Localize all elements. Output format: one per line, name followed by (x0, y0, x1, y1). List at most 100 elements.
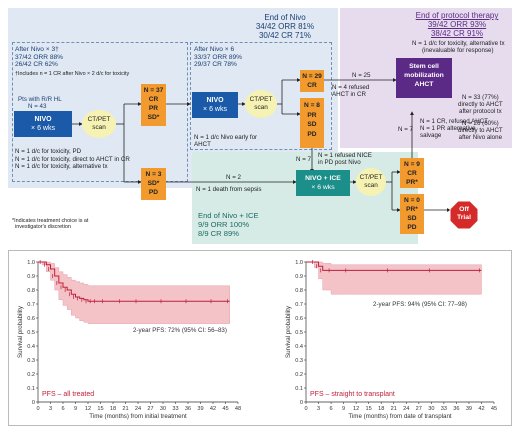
x-tick-label: 45 (222, 406, 228, 412)
n7-label-2: N = 7 (398, 126, 413, 133)
y-tick-label: 0.5 (27, 330, 35, 336)
ahct-note-1: N = 33 (77%) (462, 94, 499, 101)
end-of-nivo-title: End of Nivo (264, 13, 306, 22)
resp0-sd: SD (407, 215, 417, 222)
ctpet1-line1: CT/PET (87, 116, 111, 123)
end-of-nivo-header: End of Nivo 34/42 ORR 81% 30/42 CR 71% (230, 13, 340, 40)
pfs-annotation: 2-year PFS: 94% (95% CI: 77–98) (373, 301, 467, 308)
x-tick-label: 21 (391, 406, 397, 412)
y-tick-label: 0.8 (27, 288, 35, 294)
y-tick-label: 0.1 (27, 386, 35, 392)
resp8-pd: PD (307, 130, 317, 138)
resp37-n: N = 37 (143, 87, 164, 94)
end-nivo-ice-cr: 8/9 CR 89% (198, 228, 239, 238)
y-tick-label: 0.2 (295, 372, 303, 378)
x-tick-label: 3 (49, 406, 52, 412)
asterisk-line1: *Indicates treatment choice is at (12, 218, 89, 224)
charts-panel (8, 250, 512, 426)
ctpet-scan-1: CT/PET scan (82, 110, 116, 138)
nivo1-line2: × 6 wks (31, 125, 55, 132)
response-box-37: N = 37 CR PR SD* (141, 84, 166, 126)
patients-line1: Pts with R/R HL (18, 96, 62, 103)
stem-line2: mobilization (404, 71, 444, 79)
asterisk-line2: investigator's discretion (15, 224, 71, 231)
stem-line1: Stem cell (409, 63, 439, 70)
stem-cell-ahct-box: Stem cell mobilization AHCT (396, 58, 452, 98)
x-tick-label: 42 (210, 406, 216, 412)
after-nivo6-cr: 29/37 CR 78% (194, 61, 237, 69)
resp37-sd: SD* (147, 114, 160, 121)
x-tick-label: 33 (172, 406, 178, 412)
x-tick-label: 6 (61, 406, 64, 412)
response-box-9: N = 9 CR PR* (400, 158, 424, 188)
y-tick-label: 0.2 (27, 372, 35, 378)
x-tick-label: 30 (428, 406, 434, 412)
after-nivo3-cr: 26/42 CR 62% (15, 61, 58, 69)
x-tick-label: 24 (135, 406, 141, 412)
x-tick-label: 30 (160, 406, 166, 412)
end-nivo-ice-title: End of Nivo + ICE (198, 211, 259, 220)
y-axis-label: Survival probability (17, 305, 24, 358)
ctpet-scan-3: CT/PET scan (356, 168, 386, 196)
end-of-nivo-cr: 30/42 CR 71% (258, 31, 312, 40)
x-tick-label: 18 (110, 406, 116, 412)
end-of-protocol-orr: 39/42 ORR 93% (427, 20, 487, 29)
resp8-pr: PR (307, 111, 317, 119)
resp9-n: N = 9 (404, 161, 420, 168)
off-trial-label: Off Trial (450, 206, 478, 222)
y-tick-label: 0.1 (295, 386, 303, 392)
protocol-note-1: N = 1 d/c for toxicity, alternative tx (412, 40, 505, 47)
nivo1-line1: NIVO (34, 116, 52, 123)
after-nivo6-title: After Nivo × 6 (194, 46, 235, 53)
patients-label: Pts with R/R HL N = 43 (18, 96, 62, 110)
x-tick-label: 42 (478, 406, 484, 412)
refused-nice-note: N = 1 refused NICE in PD post Nivo (318, 152, 372, 166)
refused-nice-line2: in PD post Nivo (318, 159, 361, 167)
chart-legend: PFS – all treated (42, 391, 94, 398)
x-tick-label: 15 (366, 406, 372, 412)
y-tick-label: 0.9 (27, 274, 35, 280)
x-tick-label: 24 (403, 406, 409, 412)
resp0-pr: PR* (406, 206, 418, 213)
after-nivo3-orr: 37/42 ORR 88% (15, 53, 64, 61)
x-tick-label: 48 (235, 406, 241, 412)
y-tick-label: 0.7 (295, 302, 303, 308)
y-tick-label: 0.7 (27, 302, 35, 308)
ahct-note-3: after protocol tx (459, 108, 502, 116)
resp0-pd: PD (407, 224, 417, 231)
after-nivo6-frame (190, 42, 332, 150)
end-nivo-ice-header: End of Nivo + ICE 9/9 ORR 100% 8/9 CR 89… (198, 211, 259, 238)
x-tick-label: 15 (97, 406, 103, 412)
left-note-0: N = 1 d/c for toxicity, PD (15, 148, 82, 155)
flow-arrows (72, 78, 451, 212)
refused-ahct-line2: AHCT in CR (332, 91, 366, 99)
survival-line (38, 261, 230, 302)
response-box-0: N = 0 PR* SD PD (400, 194, 424, 234)
n7-label-1: N = 7 (296, 156, 311, 163)
y-tick-label: 0 (32, 400, 35, 406)
nivo2-line2: × 6 wks (203, 106, 227, 113)
x-tick-label: 36 (453, 406, 459, 412)
pr-salvage-line2: salvage (420, 132, 442, 140)
resp9-cr: CR (407, 170, 417, 177)
refused-cr-line: N = 1 CR, refused AHCT (420, 118, 488, 125)
resp8-sd: SD (307, 121, 317, 128)
refused-nice-line1: N = 1 refused NICE (318, 152, 372, 159)
x-tick-label: 33 (441, 406, 447, 412)
end-of-protocol-header: End of protocol therapy 39/42 ORR 93% 38… (402, 11, 512, 38)
y-tick-label: 0.5 (295, 330, 303, 336)
resp8-n: N = 8 (304, 102, 320, 109)
y-tick-label: 0 (300, 400, 303, 406)
ahct-note-2: directly to AHCT (458, 101, 503, 109)
x-tick-label: 12 (353, 406, 359, 412)
x-axis-label: Time (months) from initial treatment (89, 413, 187, 420)
x-tick-label: 27 (416, 406, 422, 412)
x-tick-label: 9 (74, 406, 77, 412)
survival-line (306, 261, 482, 271)
resp37-pr: PR (148, 105, 159, 112)
x-tick-label: 39 (466, 406, 472, 412)
x-tick-label: 3 (317, 406, 320, 412)
ctpet3-line1: CT/PET (359, 174, 383, 181)
x-tick-label: 45 (491, 406, 497, 412)
